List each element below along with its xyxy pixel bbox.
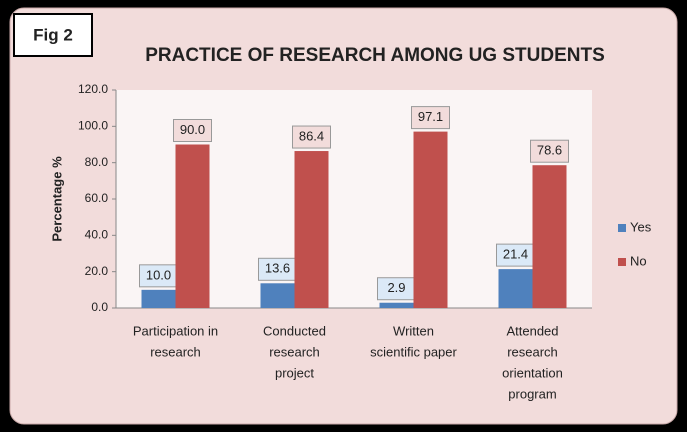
value-label: 2.9 [387, 280, 405, 295]
value-label: 78.6 [537, 143, 562, 158]
y-tick-label: 40.0 [85, 228, 109, 242]
y-tick-label: 20.0 [85, 264, 109, 278]
value-label-box [530, 139, 569, 163]
y-tick-label: 0.0 [91, 300, 108, 314]
x-tick-label: Conducted [263, 323, 326, 338]
x-tick-label: Written [393, 323, 434, 338]
value-label: 10.0 [146, 267, 171, 282]
value-label: 90.0 [180, 122, 205, 137]
bar [498, 269, 533, 308]
x-tick-label: Attended [506, 323, 558, 338]
value-label-box [173, 119, 212, 142]
x-tick-label: Participation in [133, 323, 218, 338]
legend-label: Yes [630, 219, 652, 234]
value-label: 86.4 [299, 128, 324, 143]
value-label-box [292, 125, 331, 149]
x-tick-label: project [275, 365, 314, 380]
bar [413, 131, 448, 308]
x-tick-label: research [269, 344, 320, 359]
legend-label: No [630, 253, 647, 268]
y-tick-label: 60.0 [85, 191, 109, 205]
y-tick-label: 80.0 [85, 155, 109, 169]
bar [260, 283, 295, 308]
y-tick-label: 100.0 [78, 119, 108, 133]
x-tick-label: orientation [502, 365, 563, 380]
bar [175, 144, 210, 308]
x-tick-label: research [150, 344, 201, 359]
figure-label: Fig 2 [33, 25, 73, 44]
y-tick-label: 120.0 [78, 82, 108, 96]
x-tick-label: program [508, 386, 556, 401]
figure-label-box [13, 13, 93, 57]
x-tick-label: research [507, 344, 558, 359]
bar [532, 165, 567, 308]
legend-swatch [618, 224, 626, 232]
bar [141, 289, 176, 308]
value-label-box [411, 106, 450, 130]
value-label: 21.4 [503, 247, 528, 262]
value-label: 13.6 [265, 261, 290, 276]
value-label: 97.1 [418, 109, 443, 124]
chart-title: PRACTICE OF RESEARCH AMONG UG STUDENTS [145, 45, 605, 66]
bar [379, 302, 414, 308]
x-tick-label: scientific paper [370, 344, 457, 359]
legend-swatch [618, 258, 626, 266]
y-axis-title: Percentage % [49, 156, 64, 242]
bar [294, 151, 329, 308]
